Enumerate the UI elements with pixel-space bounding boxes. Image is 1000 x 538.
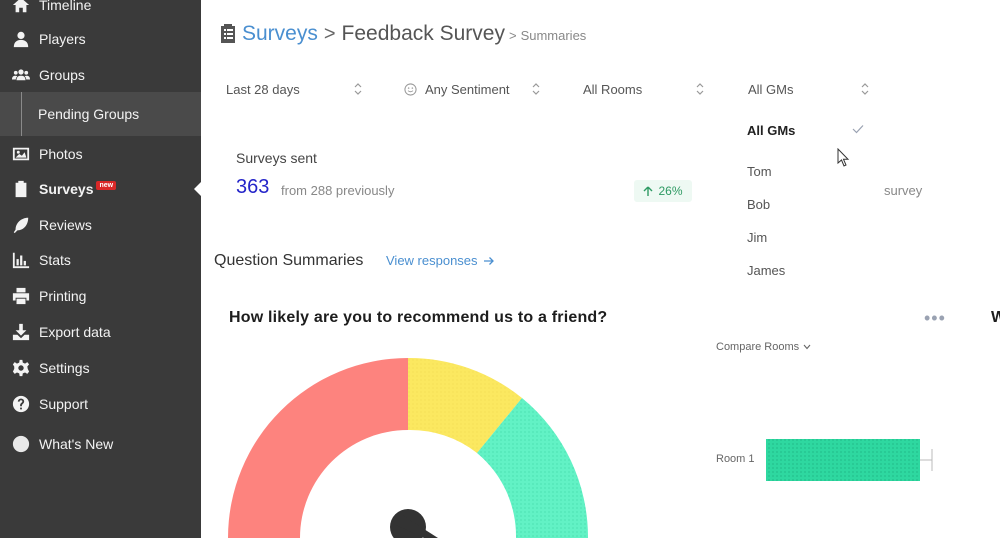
circle-icon: [12, 435, 30, 453]
sidebar-item-reviews[interactable]: Reviews: [0, 208, 201, 242]
bar-chart-icon: [12, 251, 30, 269]
sidebar-item-label: Photos: [39, 146, 83, 162]
chevron-down-icon: [803, 344, 811, 350]
sidebar-item-timeline[interactable]: Timeline: [0, 0, 201, 22]
gm-option[interactable]: James: [747, 263, 786, 278]
sidebar-item-support[interactable]: Support: [0, 387, 201, 421]
nps-gauge: [228, 357, 588, 538]
gear-icon: [12, 359, 30, 377]
up-down-chevron-icon: [354, 81, 362, 97]
download-icon: [12, 323, 30, 341]
gm-option[interactable]: Tom: [747, 164, 772, 179]
rooms-select[interactable]: All Rooms: [583, 78, 704, 100]
surveys-previous-text: from 288 previously: [281, 183, 395, 198]
up-down-chevron-icon: [861, 81, 869, 97]
sidebar-item-label: Support: [39, 396, 89, 412]
sidebar-item-label: Reviews: [39, 217, 92, 233]
sidebar-item-surveys[interactable]: Surveys new: [0, 172, 201, 206]
question-title: How likely are you to recommend us to a …: [229, 309, 608, 326]
gms-dropdown-menu: All GMs Tom Bob Jim James: [737, 106, 882, 289]
gms-select[interactable]: All GMs: [748, 78, 869, 100]
rooms-value: All Rooms: [583, 81, 643, 97]
sidebar-item-label: Stats: [39, 252, 71, 268]
more-options-icon[interactable]: •••: [924, 308, 946, 328]
sidebar-item-label: Pending Groups: [38, 106, 140, 122]
user-icon: [12, 30, 30, 48]
image-icon: [12, 145, 30, 163]
gms-value: All GMs: [748, 81, 794, 97]
sidebar: Timeline Players Groups Pending Groups P…: [0, 0, 201, 538]
surveys-sent-value: 363: [236, 176, 270, 198]
room-bar-chart: [766, 439, 933, 481]
arrow-up-icon: [643, 186, 653, 196]
surveys-sent-label: Surveys sent: [236, 150, 317, 166]
sidebar-item-printing[interactable]: Printing: [0, 279, 201, 313]
date-range-select[interactable]: Last 28 days: [226, 78, 362, 100]
sidebar-item-stats[interactable]: Stats: [0, 243, 201, 277]
clipboard-icon: [221, 24, 235, 43]
printer-icon: [12, 287, 30, 305]
breadcrumb-surveys-link[interactable]: Surveys: [242, 22, 318, 45]
breadcrumb-summaries: Summaries: [520, 28, 587, 43]
stat-label-partial: survey: [884, 183, 923, 198]
gauge-passives-segment: [408, 357, 522, 453]
sidebar-item-label: Players: [39, 31, 86, 47]
question-summaries-title: Question Summaries: [214, 252, 364, 269]
breadcrumb: Surveys > Feedback Survey > Summaries: [220, 20, 586, 46]
sidebar-item-label: Surveys: [39, 181, 94, 197]
gauge-needle: [396, 515, 438, 538]
home-icon: [12, 0, 30, 14]
room-label: Room 1: [716, 453, 755, 465]
sidebar-item-groups[interactable]: Groups: [0, 58, 201, 92]
check-icon: [852, 125, 864, 134]
trend-badge: 26%: [634, 180, 692, 202]
tree-line: [21, 92, 22, 136]
compare-rooms-label: Compare Rooms: [716, 341, 800, 353]
gm-option[interactable]: All GMs: [747, 123, 796, 138]
question-circle-icon: [12, 395, 30, 413]
date-range-value: Last 28 days: [226, 81, 300, 97]
sidebar-item-label: Printing: [39, 288, 87, 304]
compare-rooms-select[interactable]: Compare Rooms: [716, 341, 811, 353]
clipboard-icon: [12, 180, 30, 198]
gm-option[interactable]: Jim: [747, 230, 768, 245]
sentiment-select[interactable]: Any Sentiment: [404, 78, 540, 100]
sidebar-item-whats-new[interactable]: What's New: [0, 427, 201, 461]
active-indicator: [194, 182, 201, 196]
mouse-cursor-icon: [837, 148, 850, 167]
arrow-right-icon: [483, 256, 494, 265]
next-question-title-partial: W: [991, 309, 1000, 326]
gauge-detractors-segment: [228, 358, 408, 538]
view-responses-link[interactable]: View responses: [386, 253, 495, 268]
sidebar-item-players[interactable]: Players: [0, 22, 201, 56]
room-bar: [766, 439, 920, 481]
sidebar-item-settings[interactable]: Settings: [0, 351, 201, 385]
sidebar-item-pending-groups[interactable]: Pending Groups: [0, 92, 201, 136]
sidebar-item-export-data[interactable]: Export data: [0, 315, 201, 349]
sidebar-item-label: Groups: [39, 67, 85, 83]
view-responses-label: View responses: [386, 253, 478, 268]
trend-value: 26%: [658, 184, 683, 198]
gm-option[interactable]: Bob: [747, 197, 771, 212]
users-icon: [12, 66, 30, 84]
feather-icon: [12, 216, 30, 234]
breadcrumb-separator: >: [508, 28, 517, 43]
breadcrumb-feedback-survey[interactable]: Feedback Survey: [341, 22, 505, 45]
breadcrumb-separator: >: [323, 23, 336, 45]
sidebar-item-label: Settings: [39, 360, 90, 376]
gauge-promoters-segment: [477, 398, 588, 538]
up-down-chevron-icon: [696, 81, 704, 97]
sentiment-value: Any Sentiment: [425, 81, 510, 97]
up-down-chevron-icon: [532, 81, 540, 97]
new-badge: new: [96, 180, 117, 190]
sidebar-item-label: Timeline: [39, 0, 92, 13]
sidebar-item-label: What's New: [39, 436, 114, 452]
smiley-icon: [404, 82, 417, 96]
sidebar-item-photos[interactable]: Photos: [0, 137, 201, 171]
sidebar-item-label: Export data: [39, 324, 111, 340]
